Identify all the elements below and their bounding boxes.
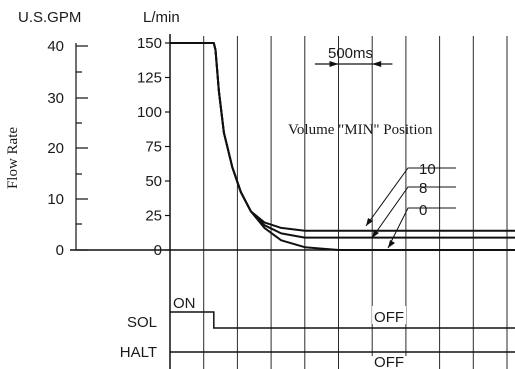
halt-signal-trace [170,336,515,353]
curve-leader-arrow-10 [366,218,373,226]
gpm-tick-label: 30 [47,90,64,107]
lpm-tick-label: 150 [137,35,162,52]
series-8-line [170,42,515,239]
curve-leader-8 [371,186,456,239]
series-10-line [170,42,515,232]
gpm-tick-label: 0 [56,242,64,259]
left-unit-label: U.S.GPM [18,9,81,26]
lpm-tick-label: 25 [145,208,162,225]
lpm-tick-label: 0 [154,242,162,259]
time-scale-arrow-left [372,61,382,67]
sol-off-mask [372,306,407,324]
curve-leader-arrow-0 [388,240,395,248]
series-0-line [170,42,515,251]
grid-lines [203,36,508,369]
halt-off-mask [358,356,407,369]
curve-label-10: 10 [419,161,436,178]
time-scale-label: 500ms [328,45,373,62]
lpm-tick-label: 125 [137,70,162,87]
sol-signal-trace [170,311,515,329]
position-note: Volume "MIN" Position [288,122,433,138]
halt-signal-label: HALT [120,344,157,361]
curve-leader-arrow-8 [372,230,379,238]
lpm-tick-label: 50 [145,173,162,190]
curves [170,42,515,251]
gpm-tick-label: 10 [47,191,64,208]
gpm-tick-label: 20 [47,140,64,157]
sol-on-label: ON [173,295,196,312]
halt-off-label: OFF [374,354,404,369]
gpm-tick-label: 40 [47,38,64,55]
time-scale-arrow-right [329,61,339,67]
axis-labels: U.S.GPM L/min Flow Rate [5,9,180,189]
curve-leader-0 [387,207,456,249]
curve-label-0: 0 [419,202,427,219]
lpm-tick-label: 75 [145,139,162,156]
annotations: 500ms Volume "MIN" Position 10 8 0 [288,45,456,249]
curve-label-8: 8 [419,180,427,197]
y-axis-title: Flow Rate [5,127,21,189]
right-unit-label: L/min [143,9,180,26]
signal-traces: SOLONOFFHALTOFFON [120,295,515,369]
curve-leader-10 [365,167,456,227]
sol-off-label: OFF [374,309,404,326]
sol-signal-label: SOL [127,314,157,331]
lpm-tick-label: 100 [137,104,162,121]
